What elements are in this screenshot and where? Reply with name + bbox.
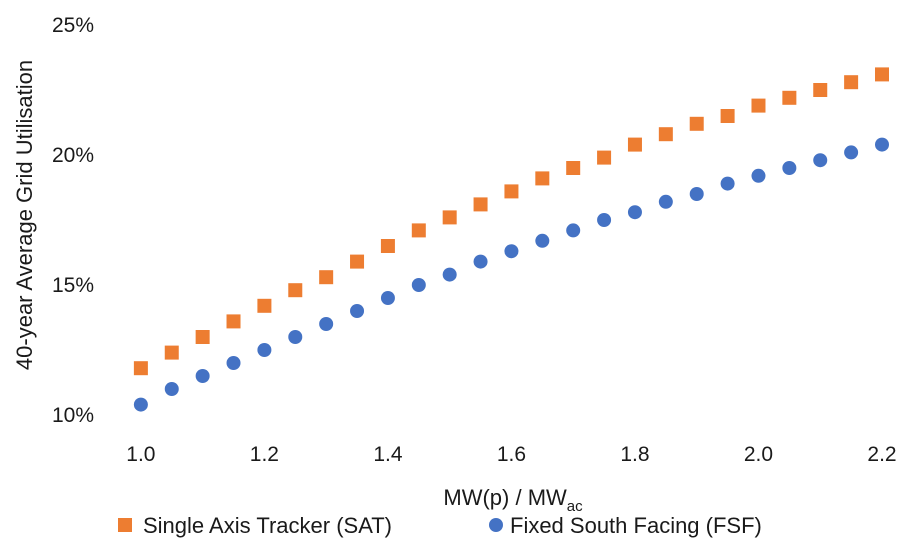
x-axis-title-sub: ac: [567, 498, 583, 515]
y-axis-ticks: 10% 15% 20% 25%: [52, 14, 94, 427]
fsf-point: [535, 233, 550, 248]
sat-point: [473, 197, 488, 212]
fsf-point: [288, 330, 303, 344]
fsf-point: [875, 137, 889, 152]
fsf-point: [164, 382, 179, 396]
x-axis-title: MW(p) / MWac: [443, 485, 583, 515]
fsf-point: [782, 161, 797, 175]
sat-point: [164, 345, 179, 360]
x-tick-label: 1.4: [373, 443, 403, 466]
x-axis-title-main: MW(p) / MW: [443, 485, 567, 510]
sat-point: [411, 223, 426, 238]
sat-point: [133, 361, 148, 376]
fsf-point: [597, 213, 612, 227]
sat-point: [844, 75, 859, 90]
sat-point: [658, 127, 673, 142]
fsf-point: [844, 145, 859, 160]
fsf-point: [566, 223, 581, 238]
sat-point: [751, 98, 766, 113]
sat-point: [288, 283, 303, 298]
fsf-point: [504, 244, 519, 259]
legend: Single Axis Tracker (SAT) Fixed South Fa…: [118, 513, 762, 538]
legend-marker-sat: [118, 518, 132, 532]
sat-point: [442, 210, 457, 225]
x-axis-ticks: 1.0 1.2 1.4 1.6 1.8 2.0 2.2: [126, 443, 896, 466]
sat-point: [504, 184, 519, 199]
x-tick-label: 1.2: [250, 443, 279, 466]
legend-marker-fsf: [489, 518, 503, 532]
fsf-point: [689, 187, 704, 201]
x-tick-label: 2.2: [867, 443, 896, 466]
fsf-point: [226, 356, 241, 370]
fsf-point: [442, 267, 457, 282]
x-tick-label: 1.6: [497, 443, 526, 466]
fsf-point: [473, 254, 488, 269]
sat-point: [226, 314, 241, 329]
sat-point: [597, 150, 612, 165]
fsf-point: [627, 205, 642, 220]
fsf-point: [380, 291, 395, 305]
fsf-point: [720, 176, 735, 191]
data-points: [133, 67, 889, 412]
sat-point: [689, 116, 704, 131]
sat-point: [720, 109, 735, 123]
fsf-point: [319, 317, 334, 331]
sat-point: [535, 171, 550, 186]
y-axis-title: 40-year Average Grid Utilisation: [12, 60, 37, 370]
fsf-point: [658, 194, 673, 209]
sat-point: [350, 254, 365, 269]
sat-point: [782, 90, 797, 105]
sat-point: [813, 83, 828, 97]
x-tick-label: 1.8: [620, 443, 649, 466]
x-tick-label: 2.0: [744, 443, 773, 466]
sat-point: [627, 137, 642, 152]
sat-point: [875, 67, 889, 82]
fsf-point: [257, 343, 272, 357]
y-tick-label: 10%: [52, 404, 94, 427]
sat-point: [566, 161, 581, 175]
legend-label-fsf: Fixed South Facing (FSF): [510, 513, 762, 538]
fsf-point: [813, 153, 828, 168]
y-tick-label: 20%: [52, 144, 94, 167]
sat-point: [195, 330, 210, 344]
fsf-point: [411, 278, 426, 292]
sat-point: [257, 298, 272, 313]
legend-label-sat: Single Axis Tracker (SAT): [143, 513, 392, 538]
sat-point: [380, 239, 395, 253]
x-tick-label: 1.0: [126, 443, 155, 466]
fsf-point: [350, 304, 365, 318]
y-tick-label: 15%: [52, 274, 94, 297]
fsf-point: [133, 397, 148, 412]
fsf-point: [751, 168, 766, 183]
sat-point: [319, 270, 334, 285]
y-tick-label: 25%: [52, 14, 94, 37]
fsf-point: [195, 369, 210, 383]
